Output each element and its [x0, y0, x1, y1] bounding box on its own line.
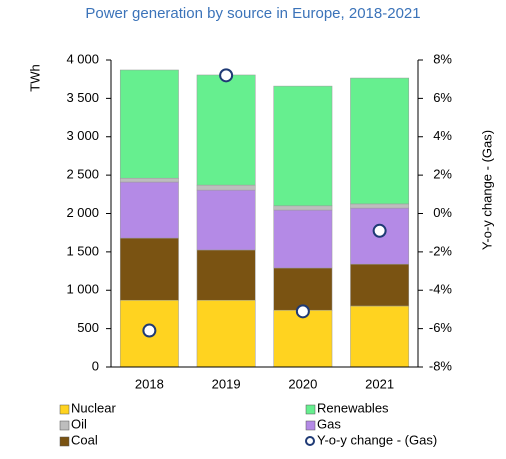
- y-tick-label: 3 000: [66, 128, 99, 143]
- legend-label: Y-o-y change - (Gas): [317, 432, 437, 447]
- y-tick-label: 1 500: [66, 243, 99, 258]
- bar-segment: [350, 203, 410, 209]
- y-tick-label: 500: [77, 320, 99, 335]
- x-tick-label: 2020: [288, 376, 317, 391]
- bar-segment: [273, 209, 333, 269]
- bar-segment: [350, 305, 410, 368]
- legend-swatch: [59, 436, 70, 447]
- legend-swatch: [305, 404, 316, 415]
- y2-tick-label: 4%: [433, 128, 452, 143]
- y2-axis-label: Y-o-y change - (Gas): [479, 130, 494, 250]
- bar-segment: [350, 263, 410, 307]
- y-tick-label: 3 500: [66, 90, 99, 105]
- legend-label: Nuclear: [71, 400, 116, 415]
- bar-segment: [119, 69, 179, 179]
- bar-segment: [273, 309, 333, 368]
- y2-tick-label: 0%: [433, 205, 452, 220]
- bar-segment: [119, 237, 179, 301]
- y2-tick-label: -6%: [429, 320, 453, 335]
- y-tick-label: 4 000: [66, 51, 99, 66]
- y2-tick-label: -2%: [429, 243, 453, 258]
- y2-tick-label: -4%: [429, 282, 453, 297]
- bar-segment: [273, 85, 333, 207]
- y-tick-label: 2 500: [66, 167, 99, 182]
- legend-marker: [305, 436, 315, 446]
- x-tick-label: 2021: [365, 376, 394, 391]
- x-tick-label: 2018: [135, 376, 164, 391]
- bar-segment: [273, 267, 333, 311]
- bar-segment: [196, 249, 256, 301]
- yoy-point: [219, 68, 234, 83]
- legend-swatch: [305, 420, 316, 431]
- legend-label: Renewables: [317, 400, 389, 415]
- bar-segment: [119, 181, 179, 239]
- bar-segment: [273, 205, 333, 211]
- yoy-point: [295, 304, 310, 319]
- bar-segment: [196, 189, 256, 251]
- y-tick-label: 0: [92, 358, 99, 373]
- legend-label: Gas: [317, 416, 341, 431]
- y-tick-label: 1 000: [66, 282, 99, 297]
- legend-label: Coal: [71, 432, 98, 447]
- y2-tick-label: 2%: [433, 167, 452, 182]
- legend-label: Oil: [71, 416, 87, 431]
- bar-segment: [119, 177, 179, 183]
- y-tick-label: 2 000: [66, 205, 99, 220]
- y2-tick-label: 6%: [433, 90, 452, 105]
- bar-segment: [196, 74, 256, 186]
- chart-title: Power generation by source in Europe, 20…: [85, 5, 420, 22]
- y-axis-label: TWh: [27, 64, 42, 91]
- yoy-point: [372, 223, 387, 238]
- bar-segment: [196, 299, 256, 368]
- bar-segment: [196, 184, 256, 191]
- x-tick-label: 2019: [212, 376, 241, 391]
- y2-tick-label: -8%: [429, 358, 453, 373]
- legend-swatch: [59, 404, 70, 415]
- bar-segment: [350, 77, 410, 205]
- yoy-point: [142, 323, 157, 338]
- y2-tick-label: 8%: [433, 51, 452, 66]
- legend-swatch: [59, 420, 70, 431]
